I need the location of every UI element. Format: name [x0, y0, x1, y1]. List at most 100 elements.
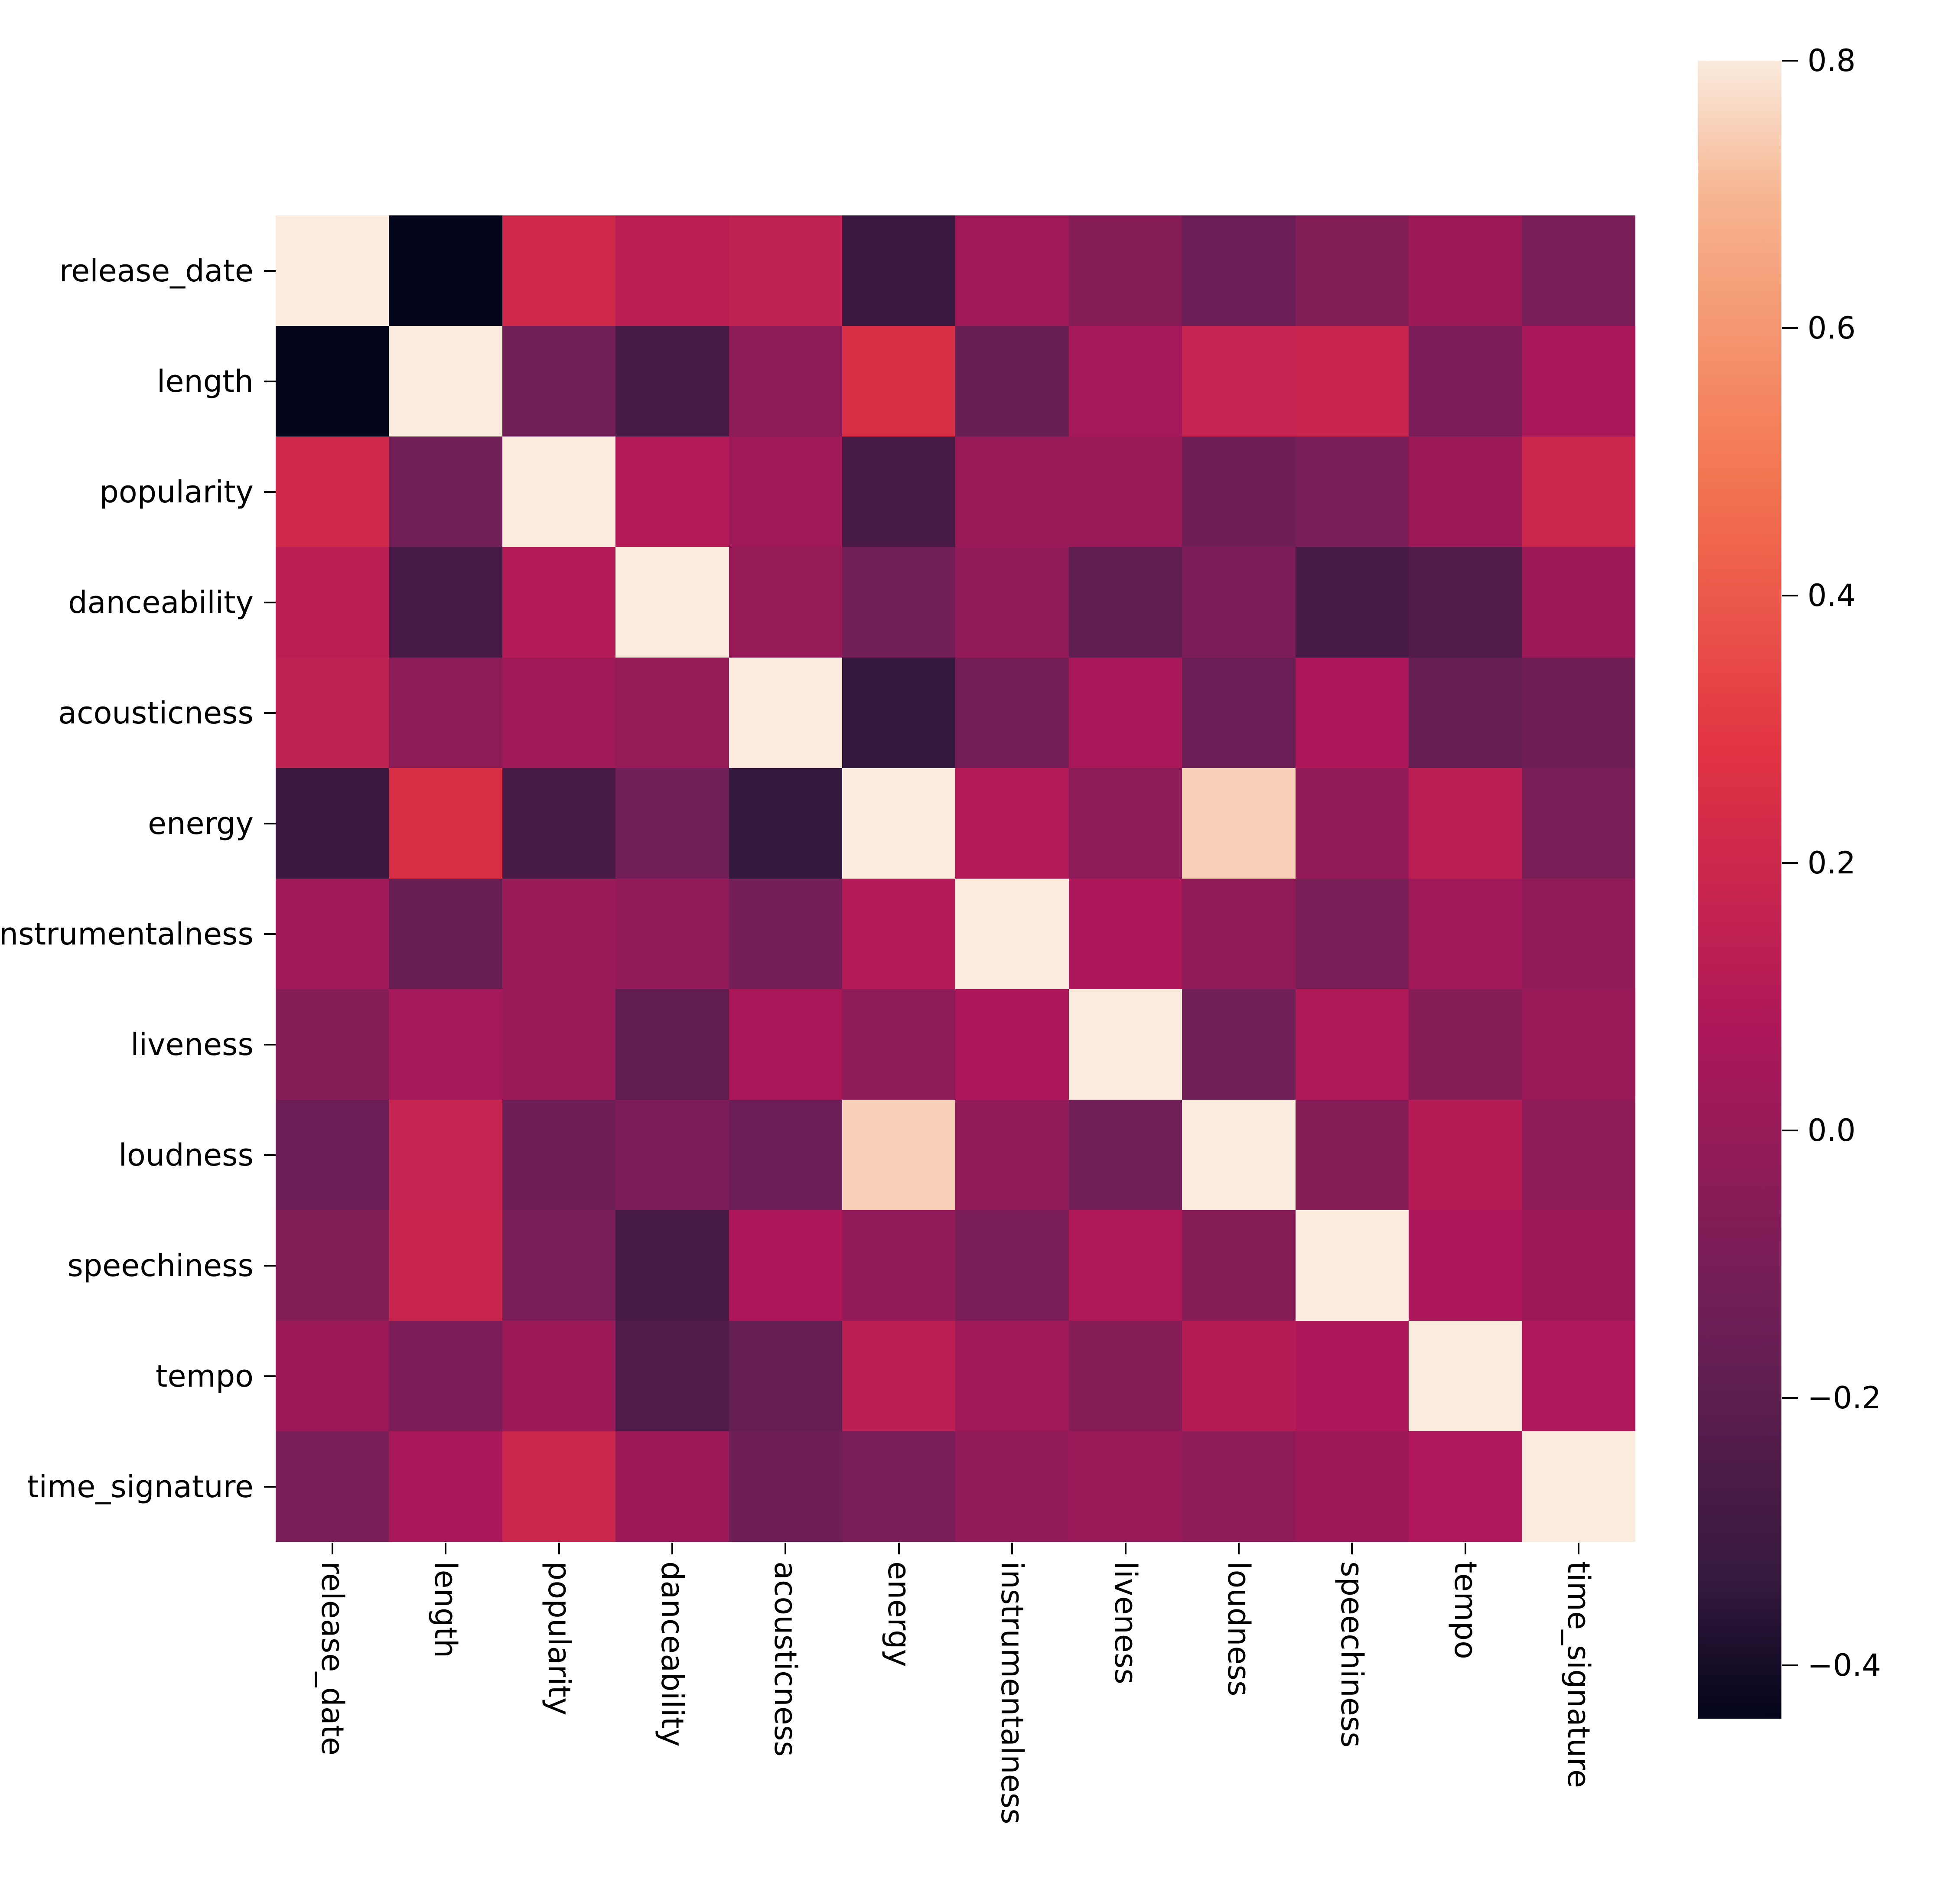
heatmap-cell	[1409, 879, 1522, 989]
heatmap-grid	[276, 215, 1635, 1542]
colorbar-tick-label: 0.2	[1807, 845, 1856, 881]
heatmap-cell	[502, 768, 616, 879]
heatmap-cell	[1295, 326, 1409, 436]
heatmap-cell	[276, 658, 389, 768]
heatmap-cell	[276, 1210, 389, 1321]
heatmap-cell	[502, 1210, 616, 1321]
x-tick-mark	[671, 1543, 673, 1554]
heatmap-cell	[955, 215, 1069, 326]
heatmap-cell	[1068, 326, 1182, 436]
y-tick-label-instrumentalness: instrumentalness	[0, 916, 254, 952]
heatmap-cell	[1522, 658, 1635, 768]
heatmap-cell	[1068, 989, 1182, 1100]
heatmap-cell	[276, 1321, 389, 1431]
heatmap-cell	[1409, 547, 1522, 658]
heatmap-cell	[389, 215, 502, 326]
heatmap-cell	[842, 1210, 956, 1321]
heatmap-cell	[276, 1100, 389, 1210]
heatmap-cell	[842, 215, 956, 326]
heatmap-cell	[1182, 1210, 1296, 1321]
heatmap-cell	[615, 1431, 729, 1542]
heatmap-cell	[1295, 1431, 1409, 1542]
colorbar-tick-label: 0.8	[1807, 43, 1856, 78]
heatmap-cell	[729, 1100, 843, 1210]
heatmap-cell	[842, 326, 956, 436]
colorbar-tick-mark	[1782, 862, 1798, 864]
colorbar-tick-mark	[1782, 1397, 1798, 1399]
y-tick-mark	[264, 1485, 276, 1488]
heatmap-cell	[1068, 768, 1182, 879]
heatmap-cell	[389, 768, 502, 879]
heatmap-cell	[955, 326, 1069, 436]
heatmap-cell	[1182, 1321, 1296, 1431]
heatmap-cell	[276, 1431, 389, 1542]
heatmap-cell	[1409, 326, 1522, 436]
heatmap-cell	[615, 326, 729, 436]
heatmap-cell	[955, 1321, 1069, 1431]
heatmap-cell	[276, 326, 389, 436]
heatmap-cell	[1295, 658, 1409, 768]
heatmap-cell	[1068, 879, 1182, 989]
heatmap-cell	[842, 768, 956, 879]
heatmap-cell	[1409, 1321, 1522, 1431]
heatmap-cell	[389, 1210, 502, 1321]
y-tick-mark	[264, 491, 276, 493]
x-tick-mark	[1464, 1543, 1466, 1554]
heatmap-cell	[1522, 768, 1635, 879]
heatmap-cell	[1295, 1210, 1409, 1321]
y-tick-mark	[264, 601, 276, 603]
y-tick-mark	[264, 1264, 276, 1267]
heatmap-cell	[1068, 547, 1182, 658]
y-tick-mark	[264, 1043, 276, 1045]
heatmap-cell	[1409, 1431, 1522, 1542]
colorbar-tick-mark	[1782, 1664, 1798, 1666]
y-tick-label-time_signature: time_signature	[27, 1469, 254, 1505]
heatmap-cell	[389, 547, 502, 658]
heatmap-cell	[1182, 658, 1296, 768]
x-tick-mark	[785, 1543, 787, 1554]
heatmap-cell	[1409, 658, 1522, 768]
heatmap-cell	[1182, 436, 1296, 547]
colorbar-tick-label: −0.2	[1807, 1380, 1881, 1416]
colorbar-tick-mark	[1782, 594, 1798, 596]
x-tick-mark	[558, 1543, 560, 1554]
colorbar-gradient	[1698, 61, 1781, 1719]
x-tick-mark	[1124, 1543, 1127, 1554]
heatmap-cell	[1522, 879, 1635, 989]
x-tick-mark	[445, 1543, 447, 1554]
heatmap-cell	[955, 879, 1069, 989]
heatmap-cell	[615, 989, 729, 1100]
heatmap-cell	[729, 658, 843, 768]
heatmap-cell	[502, 547, 616, 658]
heatmap-cell	[1295, 879, 1409, 989]
heatmap-cell	[1409, 436, 1522, 547]
heatmap-cell	[502, 1100, 616, 1210]
x-tick-mark	[1351, 1543, 1353, 1554]
heatmap-cell	[615, 768, 729, 879]
heatmap-cell	[502, 436, 616, 547]
heatmap-cell	[842, 989, 956, 1100]
heatmap-cell	[502, 1431, 616, 1542]
heatmap-cell	[276, 989, 389, 1100]
heatmap-cell	[1068, 1321, 1182, 1431]
y-tick-label-tempo: tempo	[156, 1358, 254, 1394]
y-tick-mark	[264, 270, 276, 272]
heatmap-cell	[615, 658, 729, 768]
heatmap-cell	[1409, 768, 1522, 879]
x-tick-mark	[1238, 1543, 1240, 1554]
heatmap-cell	[615, 547, 729, 658]
heatmap-cell	[389, 1321, 502, 1431]
colorbar-tick-mark	[1782, 1129, 1798, 1131]
y-tick-mark	[264, 1154, 276, 1156]
heatmap-cell	[729, 547, 843, 658]
y-tick-label-loudness: loudness	[118, 1137, 254, 1173]
y-tick-label-speechiness: speechiness	[67, 1247, 254, 1283]
y-tick-label-liveness: liveness	[130, 1026, 254, 1062]
heatmap-cell	[389, 989, 502, 1100]
heatmap-cell	[1295, 215, 1409, 326]
heatmap-cell	[842, 1431, 956, 1542]
heatmap-cell	[276, 215, 389, 326]
heatmap-cell	[389, 326, 502, 436]
heatmap-cell	[276, 436, 389, 547]
